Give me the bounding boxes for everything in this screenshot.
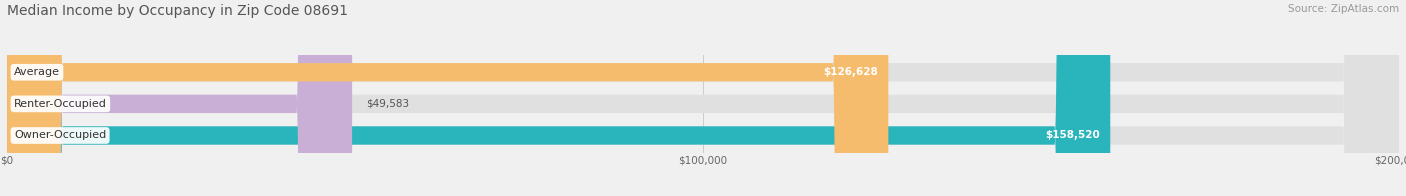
Text: Source: ZipAtlas.com: Source: ZipAtlas.com: [1288, 4, 1399, 14]
Text: Renter-Occupied: Renter-Occupied: [14, 99, 107, 109]
FancyBboxPatch shape: [7, 0, 1399, 196]
Text: $158,520: $158,520: [1045, 131, 1099, 141]
Text: Average: Average: [14, 67, 60, 77]
Text: Owner-Occupied: Owner-Occupied: [14, 131, 107, 141]
FancyBboxPatch shape: [7, 0, 351, 196]
FancyBboxPatch shape: [7, 0, 1399, 196]
FancyBboxPatch shape: [7, 0, 1399, 196]
FancyBboxPatch shape: [7, 0, 889, 196]
Text: $126,628: $126,628: [823, 67, 877, 77]
Text: Median Income by Occupancy in Zip Code 08691: Median Income by Occupancy in Zip Code 0…: [7, 4, 349, 18]
FancyBboxPatch shape: [7, 0, 1111, 196]
Text: $49,583: $49,583: [366, 99, 409, 109]
